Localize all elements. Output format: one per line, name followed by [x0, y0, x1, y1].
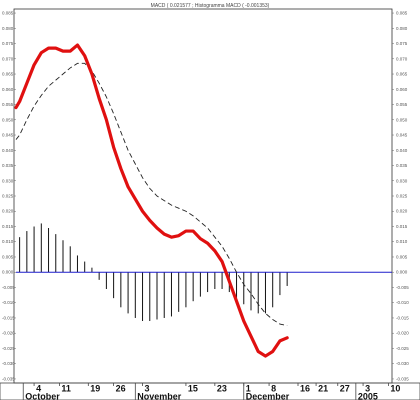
y-axis-right: 0.085 0.080 0.075 0.070 0.065 0.060 0.055 0.050… [392, 11, 409, 381]
x-day-label: 26 [116, 384, 126, 394]
y-tick-label-left: 0.070 [2, 56, 14, 61]
y-axis-left: 0.085 0.080 0.075 0.070 0.065 0.060 0.055 0.050… [2, 11, 16, 381]
y-tick-label-right: 0.075 [396, 41, 408, 46]
y-tick-label-right: 0.040 [396, 148, 408, 153]
x-day-label: 3 [365, 384, 370, 394]
y-tick-label-right: 0.035 [396, 163, 408, 168]
y-tick-label-right: 0.070 [396, 56, 408, 61]
y-tick-label-left: 0.050 [2, 117, 14, 122]
y-tick-label-right: 0.030 [396, 178, 408, 183]
y-tick-label-right: 0.045 [396, 133, 408, 138]
histogram-bars [19, 223, 288, 322]
y-tick-label-left: 0.075 [2, 41, 14, 46]
y-tick-label-left: -0.020 [2, 331, 15, 336]
chart-title: MACD ( 0.021577 ; Histogramma MACD ( -0.… [151, 3, 270, 9]
x-day-label: 4 [36, 384, 41, 394]
y-tick-label-right: 0.080 [396, 26, 408, 31]
y-tick-label-right: 0.060 [396, 87, 408, 92]
y-tick-label-right: -0.030 [396, 361, 409, 366]
y-tick-label-right: 0.025 [396, 194, 408, 199]
x-day-label: 15 [188, 384, 198, 394]
y-tick-label-right: 0.055 [396, 102, 408, 107]
y-tick-label-left: 0.010 [2, 239, 14, 244]
y-tick-label-right: -0.035 [396, 376, 409, 381]
y-tick-label-left: 0.015 [2, 224, 14, 229]
y-tick-label-left: 0.005 [2, 254, 14, 259]
y-tick-label-left: -0.015 [2, 315, 15, 320]
y-tick-label-left: -0.010 [2, 300, 15, 305]
x-month-label: October [25, 392, 60, 400]
x-day-label: 23 [217, 384, 227, 394]
y-tick-label-left: 0.000 [2, 270, 14, 275]
plot-frame [13, 8, 393, 384]
y-tick-label-left: -0.030 [2, 361, 15, 366]
x-day-label: 8 [271, 384, 276, 394]
x-day-label: 3 [145, 384, 150, 394]
y-tick-label-left: 0.060 [2, 87, 14, 92]
x-month-label: 2005 [358, 392, 378, 400]
y-tick-label-right: 0.015 [396, 224, 408, 229]
y-tick-label-left: 0.020 [2, 209, 14, 214]
x-day-label: 21 [318, 384, 328, 394]
x-month-label: December [246, 392, 290, 400]
y-tick-label-right: 0.050 [396, 117, 408, 122]
y-tick-label-left: -0.035 [2, 376, 15, 381]
y-tick-label-right: 0.005 [396, 254, 408, 259]
y-tick-label-left: 0.035 [2, 163, 14, 168]
x-axis-band [0, 382, 420, 400]
y-tick-label-right: -0.005 [396, 285, 409, 290]
y-tick-label-left: 0.045 [2, 133, 14, 138]
x-day-label: 11 [61, 384, 71, 394]
y-tick-label-left: 0.080 [2, 26, 14, 31]
x-day-label: 16 [300, 384, 310, 394]
macd-line [14, 43, 289, 358]
x-day-label: 19 [90, 384, 100, 394]
y-tick-label-right: -0.015 [396, 315, 409, 320]
y-tick-label-right: 0.010 [396, 239, 408, 244]
y-tick-label-right: 0.020 [396, 209, 408, 214]
x-day-label: 10 [390, 384, 400, 394]
x-day-label: 1 [246, 384, 251, 394]
y-tick-label-left: 0.055 [2, 102, 14, 107]
y-tick-label-right: -0.025 [396, 346, 409, 351]
x-axis: 4 11 19 26 3 15 23 1 8 16 21 27 3 10 October November De… [22, 383, 400, 400]
y-tick-label-right: -0.010 [396, 300, 409, 305]
y-tick-label-right: 0.085 [396, 11, 408, 16]
y-tick-label-left: 0.085 [2, 11, 14, 16]
y-tick-label-left: 0.065 [2, 72, 14, 77]
x-month-label: November [137, 392, 182, 400]
signal-line [15, 62, 288, 327]
y-tick-label-right: -0.020 [396, 331, 409, 336]
y-tick-label-right: 0.065 [396, 72, 408, 77]
y-tick-label-left: 0.030 [2, 178, 14, 183]
x-day-label: 27 [340, 384, 350, 394]
y-tick-label-right: 0.000 [396, 270, 408, 275]
y-tick-label-left: 0.025 [2, 194, 14, 199]
y-tick-label-left: -0.025 [2, 346, 15, 351]
y-tick-label-left: 0.040 [2, 148, 14, 153]
y-tick-label-left: -0.005 [2, 285, 15, 290]
